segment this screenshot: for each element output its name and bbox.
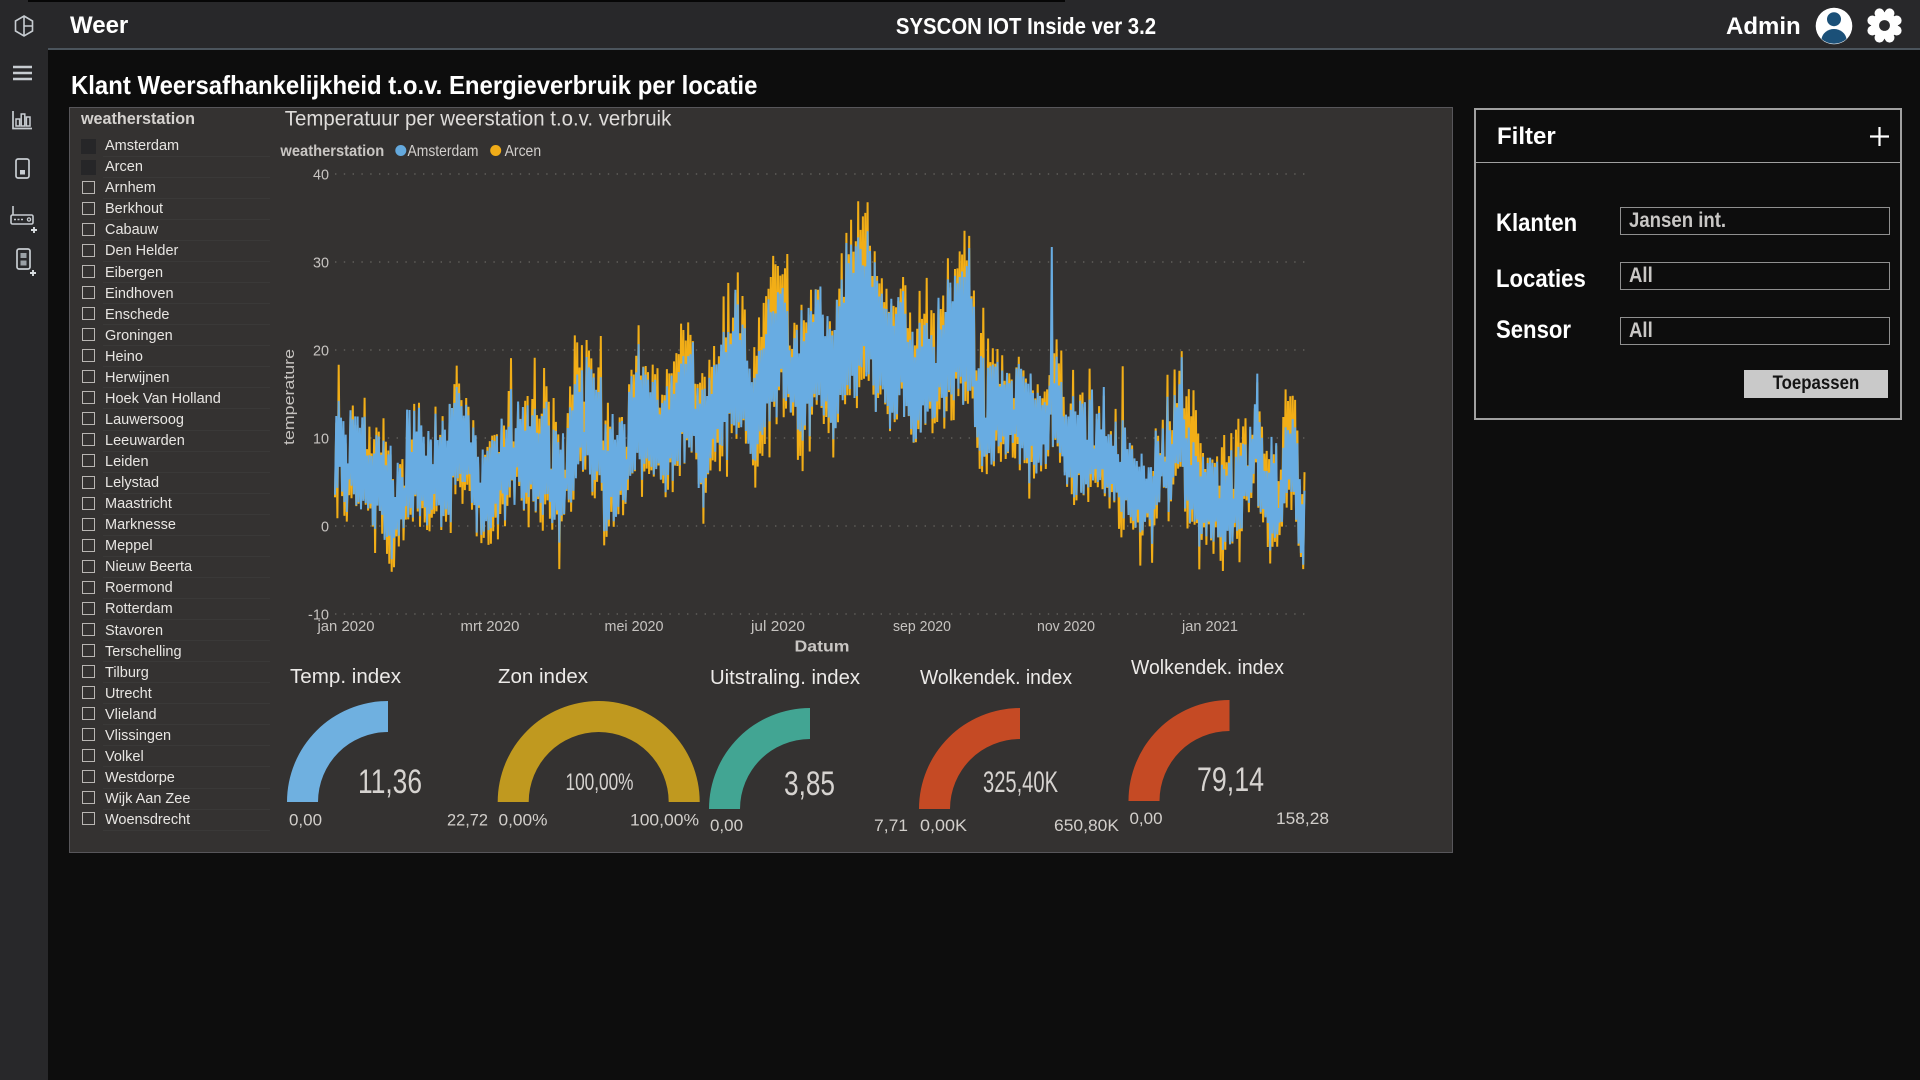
svg-text:650,80K: 650,80K bbox=[1054, 816, 1120, 835]
svg-text:158,28: 158,28 bbox=[1276, 809, 1329, 828]
svg-text:0,00: 0,00 bbox=[1130, 809, 1163, 828]
svg-text:0,00%: 0,00% bbox=[499, 811, 548, 830]
svg-text:mrt 2020: mrt 2020 bbox=[461, 618, 520, 635]
svg-text:temperature: temperature bbox=[281, 349, 298, 445]
svg-text:0,00: 0,00 bbox=[289, 811, 322, 830]
svg-text:325,40K: 325,40K bbox=[983, 766, 1058, 799]
svg-text:nov 2020: nov 2020 bbox=[1037, 618, 1095, 635]
svg-text:3,85: 3,85 bbox=[784, 765, 835, 803]
svg-text:Uitstraling. index: Uitstraling. index bbox=[710, 667, 860, 689]
svg-text:100,00%: 100,00% bbox=[630, 811, 699, 830]
svg-text:-10: -10 bbox=[308, 607, 329, 624]
svg-text:jul 2020: jul 2020 bbox=[750, 618, 805, 635]
svg-text:22,72: 22,72 bbox=[447, 811, 488, 830]
svg-text:10: 10 bbox=[313, 431, 329, 448]
svg-text:jan 2021: jan 2021 bbox=[1181, 618, 1238, 635]
svg-text:0,00K: 0,00K bbox=[920, 816, 968, 835]
svg-text:sep 2020: sep 2020 bbox=[893, 618, 951, 635]
svg-text:Datum: Datum bbox=[795, 639, 850, 656]
svg-text:Temp. index: Temp. index bbox=[290, 666, 401, 688]
svg-text:Arcen: Arcen bbox=[505, 143, 541, 160]
svg-text:jan 2020: jan 2020 bbox=[317, 618, 375, 635]
svg-text:Wolkendek. index: Wolkendek. index bbox=[1131, 657, 1284, 679]
svg-text:0: 0 bbox=[321, 519, 329, 536]
svg-text:11,36: 11,36 bbox=[358, 763, 422, 801]
svg-text:Wolkendek. index: Wolkendek. index bbox=[920, 667, 1072, 689]
svg-text:Temperatuur per weerstation t.: Temperatuur per weerstation t.o.v. verbr… bbox=[285, 108, 672, 131]
svg-text:0,00: 0,00 bbox=[710, 816, 743, 835]
svg-text:79,14: 79,14 bbox=[1197, 761, 1264, 799]
svg-text:weatherstation: weatherstation bbox=[279, 143, 384, 160]
svg-text:Amsterdam: Amsterdam bbox=[408, 143, 479, 160]
svg-text:mei 2020: mei 2020 bbox=[605, 618, 664, 635]
svg-text:40: 40 bbox=[313, 167, 329, 184]
svg-text:7,71: 7,71 bbox=[874, 816, 908, 835]
svg-text:30: 30 bbox=[313, 255, 329, 272]
svg-text:20: 20 bbox=[313, 343, 329, 360]
svg-text:Zon index: Zon index bbox=[498, 666, 588, 688]
svg-text:100,00%: 100,00% bbox=[566, 769, 634, 796]
